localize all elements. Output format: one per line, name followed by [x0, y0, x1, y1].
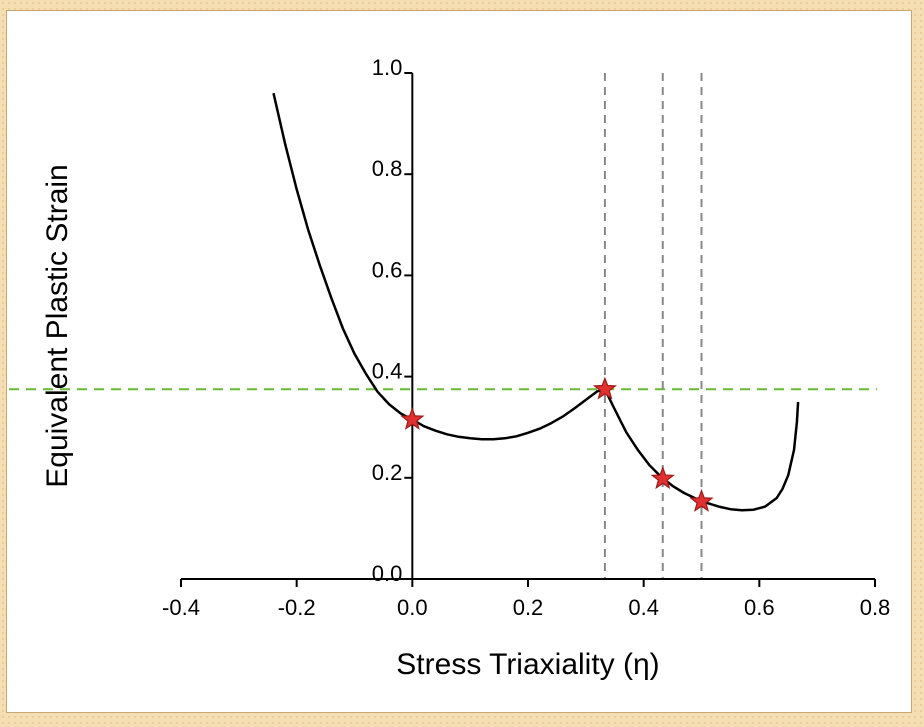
- y-tick-label: 0.8: [372, 156, 403, 181]
- series-line: [272, 92, 800, 512]
- x-tick-label: 0.0: [397, 595, 428, 620]
- series-group: [272, 92, 800, 512]
- x-ticks: -0.4 -0.2 0.0 0.2 0.4 0.6 0.8: [162, 579, 890, 620]
- star-marker: [400, 406, 425, 430]
- markers-group: [400, 376, 714, 512]
- chart: -0.4 -0.2 0.0 0.2 0.4 0.6 0.8 0.0 0.2 0.4 0.6 0.8 1…: [9, 55, 890, 681]
- y-tick-label: 0.2: [372, 460, 403, 485]
- star-marker: [689, 488, 714, 512]
- x-tick-label: 0.2: [513, 595, 544, 620]
- y-tick-label: 0.0: [372, 561, 403, 586]
- y-tick-label: 0.6: [372, 257, 403, 282]
- x-tick-label: -0.2: [278, 595, 316, 620]
- y-tick-label: 1.0: [372, 55, 403, 80]
- reference-lines: [9, 73, 877, 579]
- x-tick-label: 0.8: [860, 595, 891, 620]
- y-ticks: 0.0 0.2 0.4 0.6 0.8 1.0: [372, 55, 413, 586]
- chart-frame: -0.4 -0.2 0.0 0.2 0.4 0.6 0.8 0.0 0.2 0.4 0.6 0.8 1…: [6, 10, 912, 713]
- y-tick-label: 0.4: [372, 359, 403, 384]
- y-axis-title: Equivalent Plastic Strain: [41, 164, 74, 488]
- star-marker: [592, 376, 618, 400]
- x-tick-label: 0.4: [628, 595, 659, 620]
- x-tick-label: -0.4: [162, 595, 200, 620]
- x-tick-label: 0.6: [744, 595, 775, 620]
- x-axis-title: Stress Triaxiality (η): [396, 648, 659, 681]
- star-marker: [650, 466, 675, 490]
